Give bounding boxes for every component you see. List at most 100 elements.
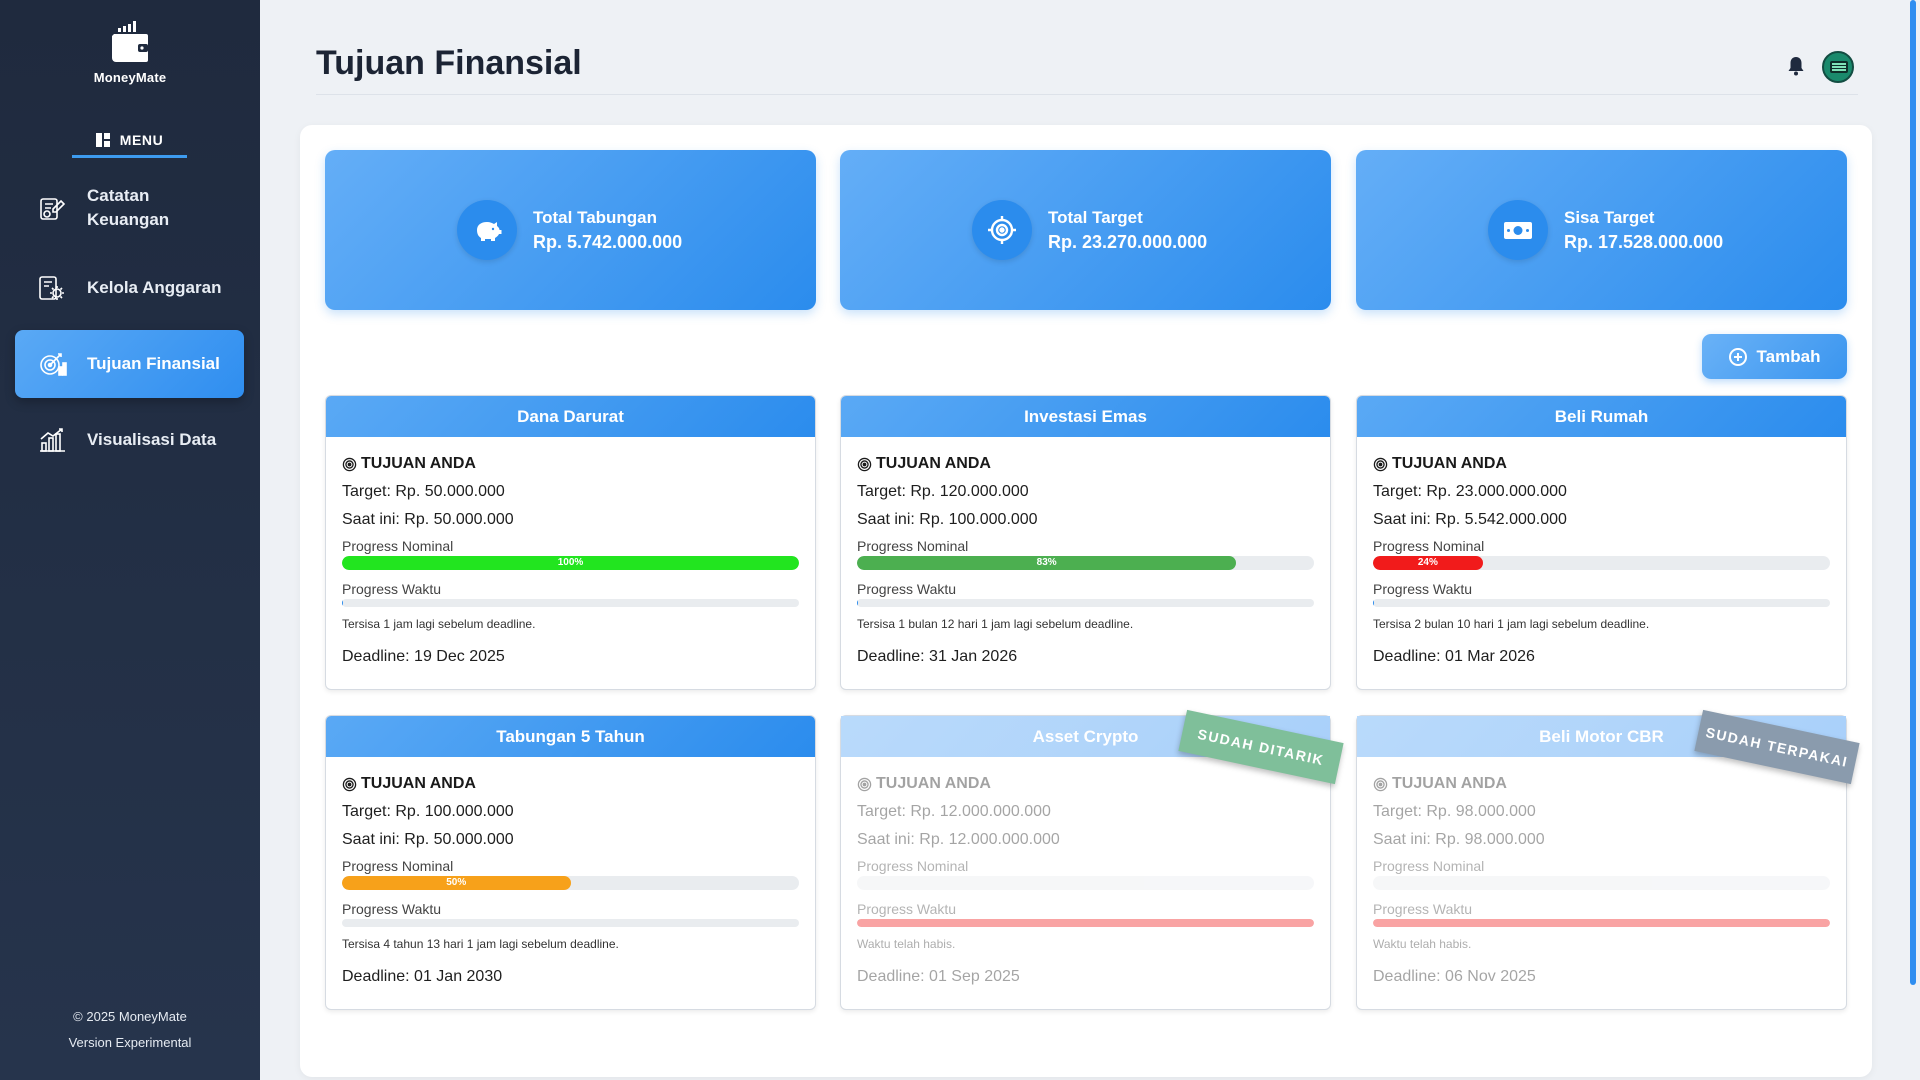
header-divider	[316, 94, 1858, 95]
time-remaining: Tersisa 1 jam lagi sebelum deadline.	[342, 617, 536, 631]
nominal-progress-text: 24%	[1417, 557, 1438, 568]
nominal-progress-label: Progress Nominal	[342, 538, 454, 554]
goal-card: Beli Rumah TUJUAN ANDA Target: Rp. 23.00…	[1356, 395, 1847, 690]
avatar[interactable]	[1822, 51, 1854, 83]
goal-deadline: Deadline: 01 Mar 2026	[1373, 648, 1535, 665]
nominal-progress-bar: 24%	[1373, 556, 1830, 570]
version-text: Version Experimental	[68, 1035, 192, 1050]
nominal-progress-text: 50%	[446, 877, 467, 888]
menu-label: MENU	[119, 131, 164, 148]
nominal-progress-bar: 100%	[342, 556, 799, 570]
nav-label: Kelola Anggaran	[87, 278, 222, 297]
goal-deadline: Deadline: 06 Nov 2025	[1373, 968, 1536, 985]
menu-header: MENU	[72, 124, 187, 158]
target-icon	[857, 777, 872, 791]
time-progress-label: Progress Waktu	[1373, 581, 1473, 597]
nominal-progress-fill	[857, 556, 1237, 570]
goal-title: Tabungan 5 Tahun	[326, 716, 815, 757]
goal-target: Target: Rp. 50.000.000	[342, 483, 505, 500]
nav-label: Visualisasi Data	[87, 430, 217, 449]
nav-label: Tujuan Finansial	[87, 354, 220, 373]
copyright-text: © 2025 MoneyMate	[73, 1009, 187, 1024]
nav-item-kelola-anggaran[interactable]: Kelola Anggaran	[15, 260, 244, 316]
time-progress-bar	[1373, 599, 1830, 607]
sidebar-footer: © 2025 MoneyMate Version Experimental	[0, 1004, 260, 1056]
time-progress-fill	[342, 599, 344, 607]
summary-label: Sisa Target	[1564, 207, 1655, 227]
scrollbar[interactable]	[1910, 0, 1916, 985]
wallet-logo-icon	[112, 21, 148, 62]
goal-title: Investasi Emas	[841, 396, 1330, 437]
time-progress-bar	[342, 599, 799, 607]
goal-tag: TUJUAN ANDA	[1373, 773, 1830, 795]
nominal-progress-label: Progress Nominal	[857, 858, 969, 874]
goal-target: Target: Rp. 120.000.000	[857, 483, 1029, 500]
page-title: Tujuan Finansial	[316, 44, 582, 82]
goal-deadline: Deadline: 01 Jan 2030	[342, 968, 503, 985]
nominal-progress-fill	[342, 556, 799, 570]
nominal-progress-fill	[1373, 556, 1483, 570]
nominal-progress-bar: 83%	[857, 556, 1314, 570]
grid-icon	[95, 132, 110, 147]
goal-card: Tabungan 5 Tahun TUJUAN ANDA Target: Rp.…	[325, 715, 816, 1010]
goal-card: Beli Motor CBR TUJUAN ANDA Target: Rp. 9…	[1356, 709, 1860, 1010]
summary-card-total-target: Total Target Rp. 23.270.000.000	[840, 150, 1331, 310]
time-progress-label: Progress Waktu	[342, 901, 442, 917]
time-remaining: Waktu telah habis.	[1373, 937, 1472, 951]
nominal-progress-fill	[342, 876, 571, 890]
summary-label: Total Target	[1048, 207, 1143, 227]
nav-item-tujuan-finansial[interactable]: Tujuan Finansial	[15, 330, 244, 398]
goal-card: Investasi Emas TUJUAN ANDA Target: Rp. 1…	[840, 395, 1331, 690]
summary-label: Total Tabungan	[533, 207, 658, 227]
chart-icon	[40, 428, 65, 452]
nav-item-visualisasi-data[interactable]: Visualisasi Data	[15, 412, 244, 468]
target-icon	[342, 777, 357, 791]
time-progress-bar	[857, 599, 1314, 607]
goal-target: Target: Rp. 98.000.000	[1373, 803, 1536, 820]
nominal-progress-label: Progress Nominal	[1373, 538, 1485, 554]
nominal-progress-label: Progress Nominal	[342, 858, 454, 874]
add-goal-button[interactable]: Tambah	[1702, 334, 1847, 379]
target-icon	[857, 457, 872, 471]
goal-deadline: Deadline: 31 Jan 2026	[857, 648, 1018, 665]
nominal-progress-bar	[857, 876, 1314, 890]
goal-card: Asset Crypto TUJUAN ANDA Target: Rp. 12.…	[840, 709, 1344, 1010]
nominal-progress-bar	[1373, 876, 1830, 890]
time-progress-bar	[1373, 919, 1830, 927]
goal-tag: TUJUAN ANDA	[1373, 453, 1830, 475]
nominal-progress-label: Progress Nominal	[857, 538, 969, 554]
time-progress-label: Progress Waktu	[342, 581, 442, 597]
time-progress-fill	[1373, 599, 1375, 607]
goal-current: Saat ini: Rp. 50.000.000	[342, 511, 514, 528]
goal-tag: TUJUAN ANDA	[857, 453, 1314, 475]
goal-card: Dana Darurat TUJUAN ANDA Target: Rp. 50.…	[325, 395, 816, 690]
time-progress-label: Progress Waktu	[857, 581, 957, 597]
nominal-progress-text: 100%	[557, 557, 584, 568]
goal-current: Saat ini: Rp. 100.000.000	[857, 511, 1038, 528]
plus-circle-icon	[1728, 347, 1747, 366]
goal-deadline: Deadline: 01 Sep 2025	[857, 968, 1020, 985]
time-progress-fill	[857, 599, 859, 607]
money-bill-icon	[1488, 200, 1548, 260]
nav-item-catatan-keuangan[interactable]: Catatan Keuangan	[15, 180, 244, 236]
time-remaining: Tersisa 2 bulan 10 hari 1 jam lagi sebel…	[1373, 617, 1650, 631]
goal-tag: TUJUAN ANDA	[857, 773, 1314, 795]
time-progress-label: Progress Waktu	[1373, 901, 1473, 917]
goal-current: Saat ini: Rp. 98.000.000	[1373, 831, 1545, 848]
summary-value: Rp. 17.528.000.000	[1564, 231, 1724, 252]
time-progress-bar	[857, 919, 1314, 927]
target-icon	[1373, 457, 1388, 471]
brand[interactable]: MoneyMate	[0, 20, 260, 85]
goal-title: Dana Darurat	[326, 396, 815, 437]
target-icon	[342, 457, 357, 471]
summary-card-sisa-target: Sisa Target Rp. 17.528.000.000	[1356, 150, 1847, 310]
goal-tag: TUJUAN ANDA	[342, 453, 799, 475]
notes-icon	[40, 198, 66, 220]
target-icon	[972, 200, 1032, 260]
piggy-bank-icon	[457, 200, 517, 260]
goal-target: Target: Rp. 100.000.000	[342, 803, 514, 820]
bell-icon[interactable]	[1787, 56, 1805, 76]
sidebar: MoneyMate MENU Catatan Keuangan Kelola A…	[0, 0, 260, 1080]
goal-target: Target: Rp. 23.000.000.000	[1373, 483, 1567, 500]
time-progress-fill	[857, 919, 1314, 927]
